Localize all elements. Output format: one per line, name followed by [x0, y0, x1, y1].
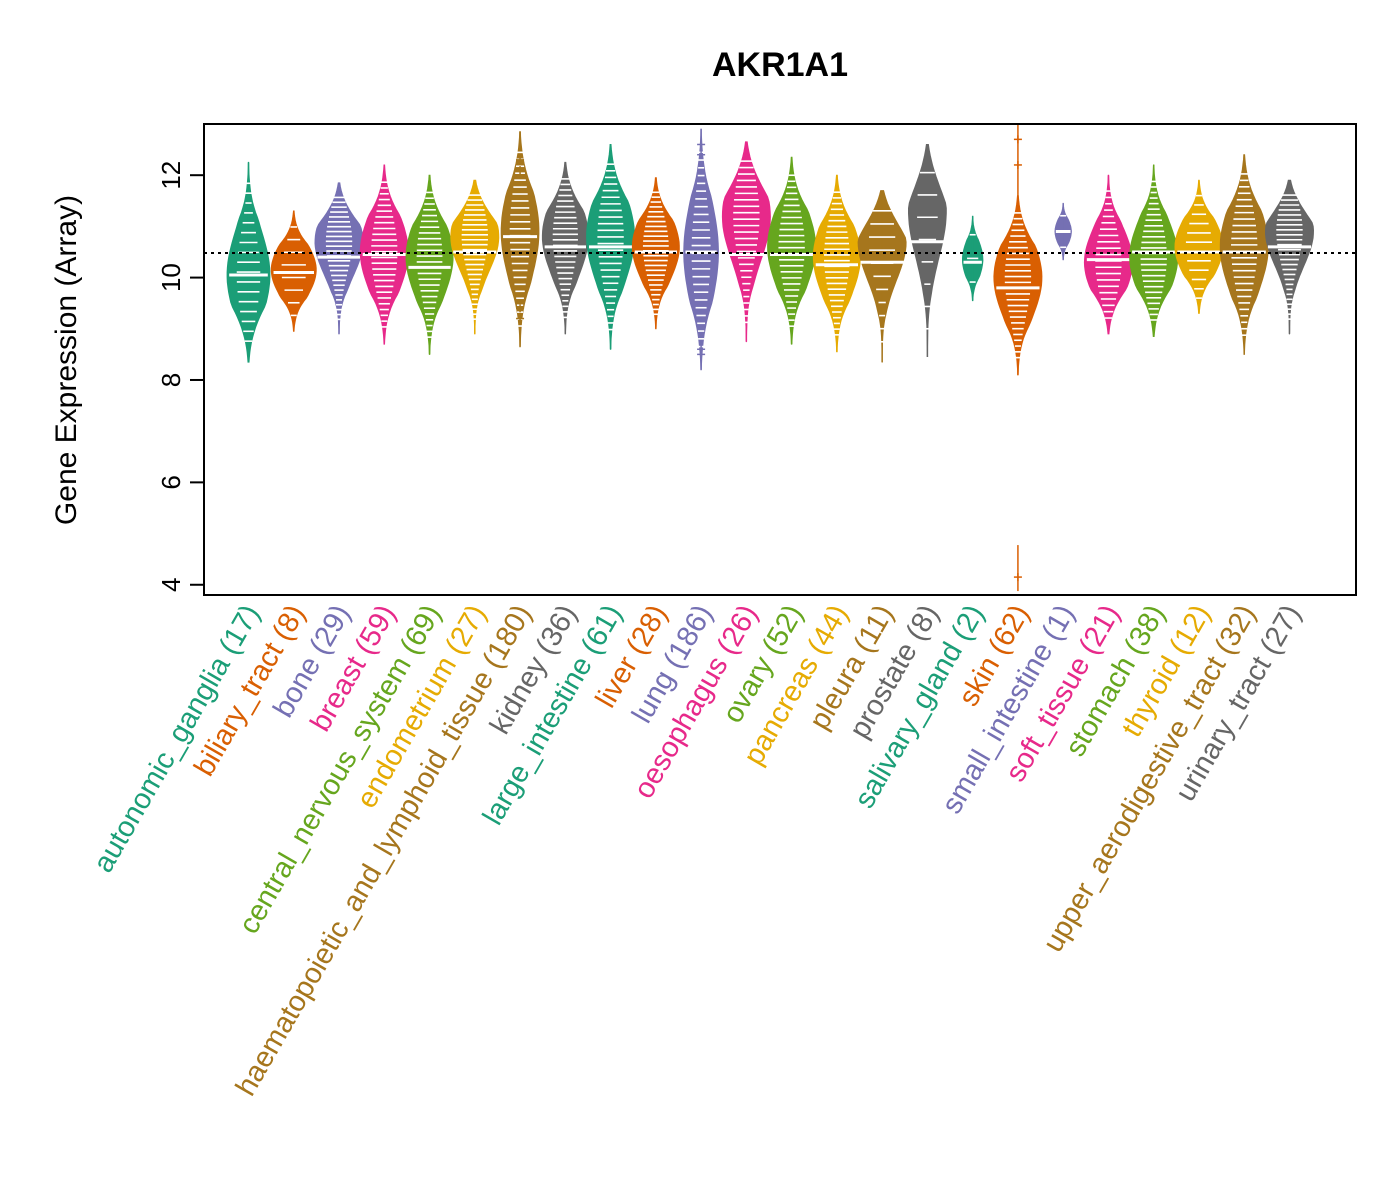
violin-haematopoietic_and_lymphoid_tissue	[500, 131, 540, 348]
violin-urinary_tract	[1265, 179, 1315, 335]
violin-autonomic_ganglia	[226, 161, 271, 363]
violin-breast	[359, 164, 409, 345]
violin-lung	[683, 128, 719, 371]
violin-stomach	[1129, 164, 1179, 337]
plot-frame	[203, 123, 1357, 596]
chart-title: AKR1A1	[712, 46, 848, 84]
violin-kidney	[541, 161, 589, 335]
y-axis-label: Gene Expression (Array)	[50, 195, 83, 525]
violin-endometrium	[450, 179, 500, 335]
violin-biliary_tract	[270, 210, 317, 332]
violin-liver	[631, 177, 680, 330]
y-tick-label: 4	[156, 578, 186, 592]
violin-bone	[314, 182, 364, 335]
x-axis-labels: autonomic_ganglia (17)biliary_tract (8)b…	[87, 600, 1307, 1102]
violin-large_intestine	[586, 144, 636, 350]
y-tick-label: 6	[156, 475, 186, 489]
violin-thyroid	[1174, 179, 1224, 314]
outliers-haematopoietic_and_lymphoid_tissue	[516, 155, 525, 323]
outliers-lung	[697, 140, 706, 359]
violin-pleura	[857, 190, 907, 363]
violin-oesophagus	[721, 141, 771, 343]
violin-pancreas	[812, 174, 861, 353]
violins-layer	[226, 124, 1315, 592]
violin-central_nervous_system	[405, 174, 454, 355]
violin-upper_aerodigestive_tract	[1219, 154, 1269, 355]
y-tick-label: 8	[156, 373, 186, 387]
violin-soft_tissue	[1083, 174, 1133, 335]
y-axis: 4 6 8 10 12	[156, 161, 205, 592]
violin-salivary_gland	[962, 215, 984, 302]
outliers-skin	[1013, 124, 1022, 592]
violin-prostate	[908, 144, 947, 357]
y-tick-label: 10	[156, 263, 186, 292]
violin-small_intestine	[1054, 202, 1072, 261]
violin-ovary	[767, 156, 817, 345]
violin-skin	[993, 195, 1043, 376]
y-tick-label: 12	[156, 161, 186, 190]
